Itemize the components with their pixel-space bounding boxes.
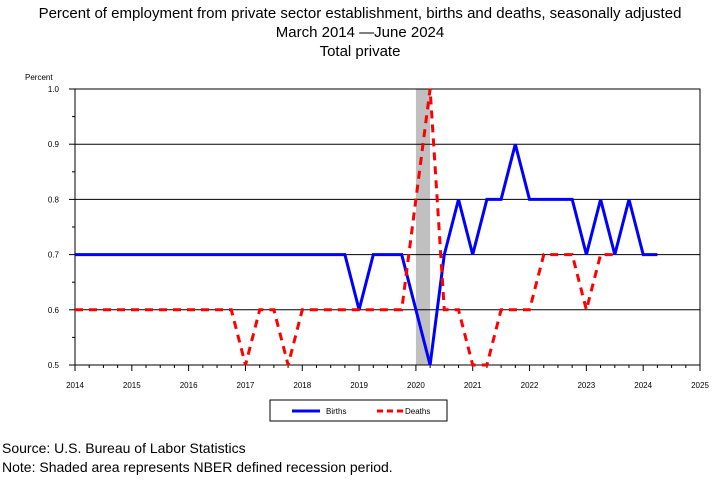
x-tick-label: 2015: [123, 381, 141, 390]
x-tick-label: 2025: [691, 381, 709, 390]
x-tick-label: 2021: [464, 381, 482, 390]
chart-subtitle-category: Total private: [319, 43, 401, 60]
legend-box: [269, 399, 448, 422]
source-note: Source: U.S. Bureau of Labor Statistics: [2, 440, 246, 456]
x-tick-label: 2023: [577, 381, 595, 390]
x-tick-label: 2017: [237, 381, 255, 390]
y-tick-label: 0.6: [48, 306, 60, 315]
y-tick-label: 0.7: [48, 251, 60, 260]
series-line-deaths: [75, 88, 615, 367]
recession-note: Note: Shaded area represents NBER define…: [2, 459, 393, 475]
subtitle-dash: —: [359, 24, 375, 41]
x-tick-label: 2020: [407, 381, 425, 390]
series-line-births: [75, 143, 658, 366]
y-tick-label: 1.0: [48, 85, 60, 94]
y-tick-label: 0.9: [48, 140, 60, 149]
y-axis-label: Percent: [25, 73, 53, 82]
y-tick-label: 0.5: [48, 361, 60, 370]
subtitle-start: March 2014: [275, 24, 355, 41]
chart-title-block: Percent of employment from private secto…: [0, 4, 720, 61]
chart-title: Percent of employment from private secto…: [38, 5, 682, 22]
x-tick-label: 2014: [66, 381, 84, 390]
recession-band: [415, 89, 431, 365]
legend-label-births: Births: [326, 407, 346, 416]
chart-subtitle-dates: March 2014 —June 2024: [0, 23, 720, 42]
x-tick-label: 2019: [350, 381, 368, 390]
x-tick-label: 2024: [634, 381, 652, 390]
subtitle-end: June 2024: [374, 24, 445, 41]
x-tick-label: 2018: [293, 381, 311, 390]
x-tick-label: 2016: [180, 381, 198, 390]
x-tick-label: 2022: [521, 381, 539, 390]
legend-label-deaths: Deaths: [405, 407, 430, 416]
y-tick-label: 0.8: [48, 195, 60, 204]
